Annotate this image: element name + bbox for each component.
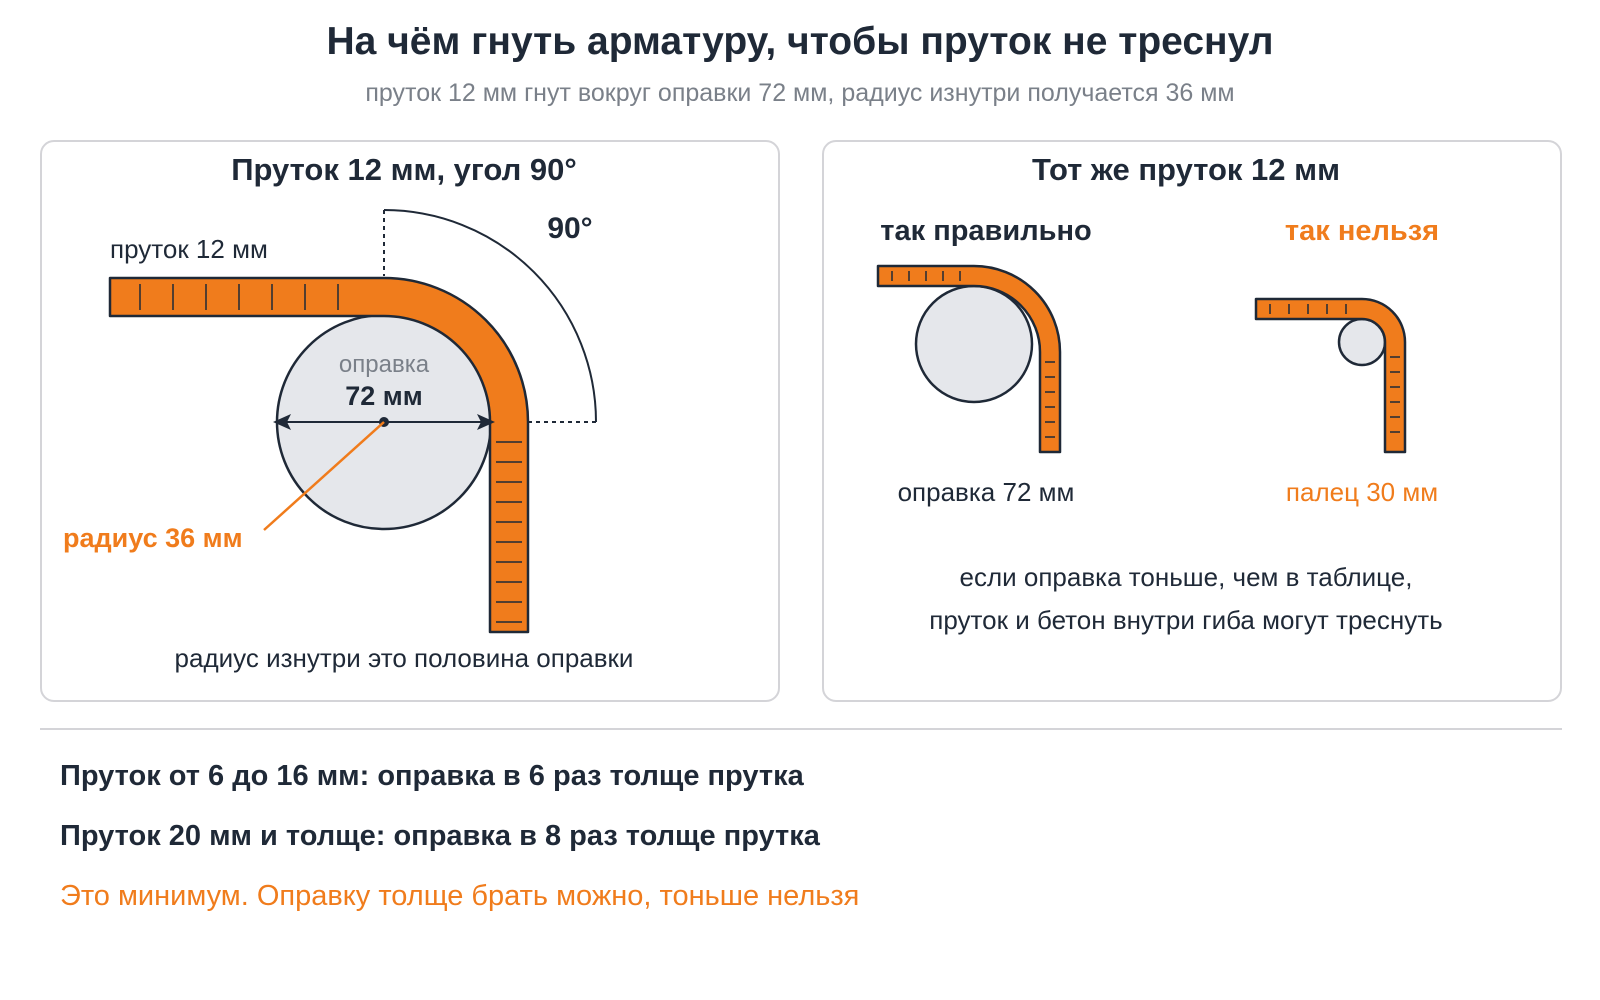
good-mandrel-circle [914, 284, 1034, 404]
minimum-note: Это минимум. Оправку толще брать можно, … [60, 880, 860, 912]
diameter-arrow-right [477, 414, 495, 430]
rule-large-bars: Пруток 20 мм и толще: оправка в 8 раз то… [60, 820, 820, 852]
angle-arc [383, 209, 597, 423]
left-panel-title: Пруток 12 мм, угол 90° [231, 152, 577, 187]
radius-leader [263, 421, 385, 531]
bar-label: пруток 12 мм [110, 234, 268, 264]
diameter-arrow-left [273, 414, 291, 430]
good-bent-rebar [876, 264, 1062, 454]
right-panel-title: Тот же пруток 12 мм [1032, 152, 1340, 187]
bad-example-label: так нельзя [1285, 215, 1439, 247]
bend-detail-diagram: Пруток 12 мм, угол 90° 90° оправка 72 мм… [63, 152, 634, 673]
mandrel-label: оправка [339, 351, 430, 378]
warning-line-1: если оправка тоньше, чем в таблице, [960, 562, 1413, 592]
angle-label: 90° [547, 212, 592, 245]
good-example-label: так правильно [880, 215, 1091, 247]
page-subtitle: пруток 12 мм гнут вокруг оправки 72 мм, … [365, 79, 1235, 107]
left-panel-caption: радиус изнутри это половина оправки [175, 643, 634, 673]
section-divider [40, 728, 1562, 730]
comparison-diagram: Тот же пруток 12 мм так правильно так не… [876, 152, 1443, 635]
radius-label: радиус 36 мм [63, 523, 243, 553]
good-rebar-ribs [891, 271, 1055, 438]
bad-rebar-ribs [1269, 304, 1400, 433]
mandrel-size-label: 72 мм [345, 381, 422, 411]
comparison-panel: Тот же пруток 12 мм так правильно так не… [822, 140, 1562, 702]
rule-small-bars: Пруток от 6 до 16 мм: оправка в 6 раз то… [60, 760, 804, 792]
warning-line-2: пруток и бетон внутри гиба могут треснут… [929, 605, 1442, 635]
bent-rebar [108, 276, 530, 634]
good-caption: оправка 72 мм [898, 477, 1075, 507]
bad-caption: палец 30 мм [1286, 477, 1438, 507]
rebar-ribs [139, 284, 522, 623]
bad-bent-rebar [1254, 297, 1407, 454]
bend-detail-panel: Пруток 12 мм, угол 90° 90° оправка 72 мм… [40, 140, 780, 702]
page-title: На чём гнуть арматуру, чтобы пруток не т… [326, 20, 1274, 63]
